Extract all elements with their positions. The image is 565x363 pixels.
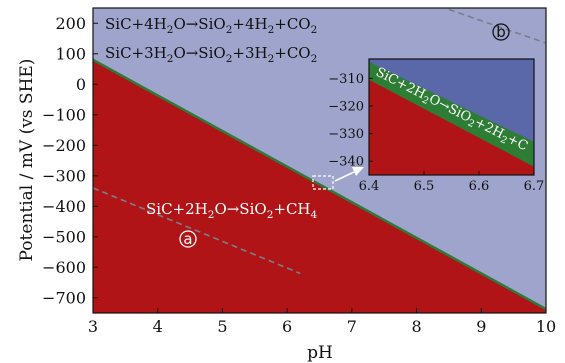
inset-x-tick-label: 6.6	[469, 179, 490, 194]
marker-a-label: a	[183, 230, 192, 248]
inset-x-axis-ticks: 6.4 6.5 6.6 6.7	[359, 171, 545, 194]
x-tick-label: 3	[88, 317, 98, 336]
marker-a-circle	[179, 230, 197, 248]
dashed-line-b	[448, 8, 546, 44]
inset-y-axis-ticks: −310 −320 −330 −340	[328, 72, 373, 170]
reaction-label-co2-3h2o: SiC+3H2O→SiO2+3H2+CO2	[105, 44, 317, 65]
inset-x-tick-label: 6.4	[359, 179, 380, 194]
marker-b-label: b	[496, 23, 506, 41]
y-tick-label: 0	[76, 75, 86, 94]
y-tick-label: 100	[55, 44, 86, 63]
y-tick-label: −200	[42, 136, 86, 155]
inset-lower-region	[369, 79, 534, 175]
x-axis-ticks: 3 4 5 6 7 8 9 10	[88, 308, 556, 336]
zoom-region-box	[312, 175, 334, 190]
x-tick-label: 6	[282, 317, 292, 336]
inset-y-tick-label: −330	[328, 127, 364, 142]
y-tick-label: −500	[42, 227, 86, 246]
y-tick-label: −100	[42, 105, 86, 124]
reaction-label-co2-4h2o: SiC+4H2O→SiO2+4H2+CO2	[105, 15, 317, 36]
zoom-arrow-line	[334, 171, 355, 182]
marker-b-circle	[492, 23, 510, 41]
y-tick-label: 200	[55, 14, 86, 33]
y-tick-label: −600	[42, 258, 86, 277]
phase-boundary-line	[93, 58, 546, 311]
y-axis-ticks: 200 100 0 −100 −200 −300 −400 −500 −600 −700	[42, 14, 98, 307]
marker-a: a	[179, 230, 197, 248]
y-tick-label: −700	[42, 288, 86, 307]
inset-y-tick-label: −320	[328, 99, 364, 114]
y-tick-label: −300	[42, 166, 86, 185]
x-tick-label: 5	[217, 317, 227, 336]
reaction-label-ch4: SiC+2H2O→SiO2+CH4	[146, 200, 318, 221]
x-tick-label: 7	[347, 317, 357, 336]
inset-x-tick-label: 6.7	[524, 179, 545, 194]
plot-frame	[92, 7, 547, 314]
x-tick-label: 8	[411, 317, 421, 336]
inset-frame	[368, 58, 535, 176]
y-axis-title: Potential / mV (vs SHE)	[17, 59, 37, 262]
x-tick-label: 9	[476, 317, 486, 336]
inset-carbon-band	[369, 61, 534, 167]
inset-y-tick-label: −310	[328, 72, 364, 87]
inset-y-tick-label: −340	[328, 155, 364, 170]
x-tick-label: 4	[153, 317, 163, 336]
inset-x-tick-label: 6.5	[414, 179, 435, 194]
zoom-arrow-head	[352, 167, 364, 176]
marker-b: b	[492, 23, 510, 41]
y-tick-label: −400	[42, 197, 86, 216]
dashed-line-a	[93, 187, 301, 275]
x-axis-title: pH	[307, 343, 333, 363]
x-tick-label: 10	[536, 317, 556, 336]
